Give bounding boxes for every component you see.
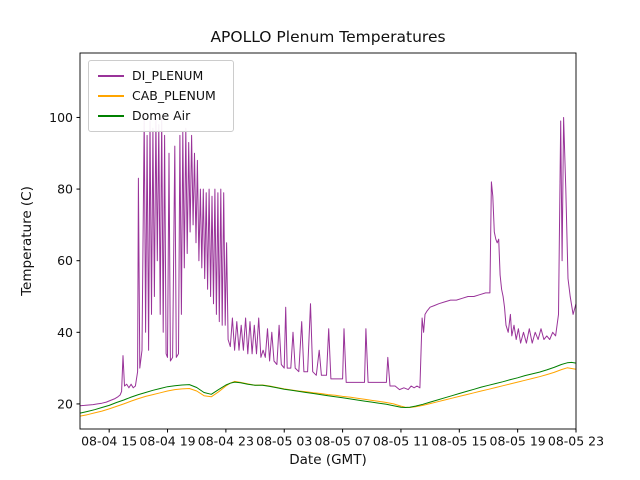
series-line-1 [80, 367, 576, 417]
axes-frame [79, 52, 577, 430]
x-axis-label: Date (GMT) [289, 452, 367, 468]
y-tick-label: 60 [57, 253, 73, 268]
series-line-0 [80, 117, 576, 407]
legend-item: Dome Air [98, 106, 224, 126]
legend-swatch-0 [98, 75, 124, 77]
y-tick-label: 80 [57, 182, 73, 197]
legend: DI_PLENUM CAB_PLENUM Dome Air [88, 60, 234, 132]
legend-swatch-1 [98, 95, 124, 97]
x-tick-label: 08-04 23 [198, 434, 254, 449]
y-tick-label: 20 [57, 396, 73, 411]
legend-label: Dome Air [132, 108, 191, 123]
x-tick-label: 08-05 23 [548, 434, 604, 449]
x-tick-label: 08-05 03 [256, 434, 312, 449]
legend-swatch-2 [98, 115, 124, 117]
x-tick-label: 08-05 19 [490, 434, 546, 449]
y-axis-label: Temperature (C) [19, 186, 35, 296]
x-tick-label: 08-04 15 [81, 434, 137, 449]
x-tick-label: 08-05 07 [314, 434, 370, 449]
legend-item: CAB_PLENUM [98, 86, 224, 106]
y-tick-label: 40 [57, 325, 73, 340]
x-tick-label: 08-04 19 [139, 434, 195, 449]
legend-item: DI_PLENUM [98, 66, 224, 86]
chart-title: APOLLO Plenum Temperatures [210, 28, 446, 46]
legend-label: CAB_PLENUM [132, 88, 216, 103]
x-tick-label: 08-05 11 [373, 434, 429, 449]
series-line-2 [80, 361, 576, 414]
y-tick-label: 100 [49, 110, 73, 125]
x-tick-label: 08-05 15 [431, 434, 487, 449]
legend-label: DI_PLENUM [132, 68, 204, 83]
